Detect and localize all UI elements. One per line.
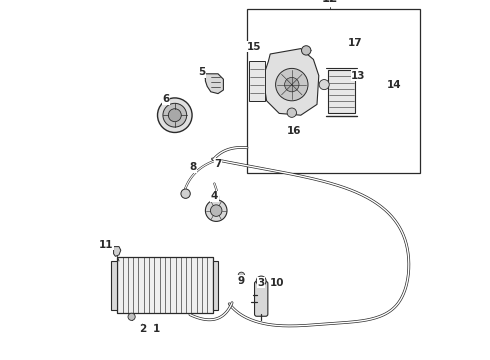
Polygon shape <box>205 74 223 94</box>
Text: 16: 16 <box>286 126 301 136</box>
Text: 13: 13 <box>351 71 366 81</box>
Bar <box>328 70 355 113</box>
Circle shape <box>287 108 296 117</box>
Text: 10: 10 <box>270 278 285 288</box>
Text: 8: 8 <box>189 162 196 172</box>
FancyBboxPatch shape <box>254 282 268 316</box>
Circle shape <box>301 46 311 55</box>
Circle shape <box>210 205 222 216</box>
Bar <box>117 257 213 313</box>
Bar <box>247 9 419 173</box>
Circle shape <box>169 109 181 122</box>
Bar <box>248 61 265 101</box>
Text: 12: 12 <box>321 0 338 5</box>
Circle shape <box>238 272 245 279</box>
Circle shape <box>157 98 192 132</box>
Circle shape <box>319 80 329 90</box>
Text: 14: 14 <box>387 80 402 90</box>
Circle shape <box>285 77 299 92</box>
Bar <box>111 261 117 310</box>
Text: 5: 5 <box>198 67 205 77</box>
Text: 17: 17 <box>347 38 362 48</box>
Text: 15: 15 <box>247 42 261 52</box>
Circle shape <box>256 276 266 286</box>
Polygon shape <box>114 247 121 256</box>
Circle shape <box>181 189 190 198</box>
Text: 4: 4 <box>211 191 218 201</box>
Circle shape <box>205 200 227 221</box>
Text: 1: 1 <box>153 324 160 334</box>
Text: 7: 7 <box>214 159 221 169</box>
Circle shape <box>128 313 135 320</box>
Bar <box>213 261 219 310</box>
Circle shape <box>275 68 308 101</box>
Text: 3: 3 <box>258 278 265 288</box>
Text: 11: 11 <box>99 240 114 250</box>
Text: 6: 6 <box>162 94 170 104</box>
Text: 9: 9 <box>238 276 245 286</box>
Circle shape <box>163 103 187 127</box>
Text: 2: 2 <box>139 324 146 334</box>
Polygon shape <box>263 49 319 115</box>
